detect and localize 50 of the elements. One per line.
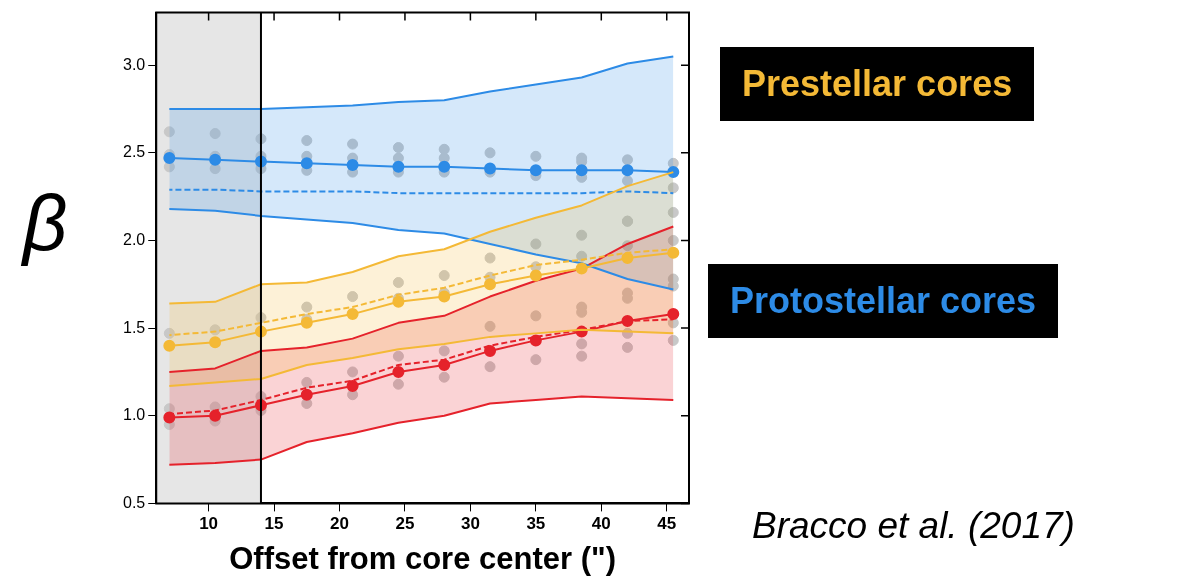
y-tick-label: 1.5 xyxy=(122,318,146,336)
point xyxy=(392,295,405,308)
text: Protostellar cores xyxy=(708,264,1059,338)
point xyxy=(575,164,588,177)
x-tick-label: 30 xyxy=(460,514,480,534)
point xyxy=(667,308,680,321)
x-tick-label: 25 xyxy=(395,514,415,534)
x-tick-label: 20 xyxy=(330,514,349,534)
point xyxy=(163,339,176,352)
y-axis-title: β xyxy=(20,178,68,267)
point xyxy=(209,336,222,349)
point xyxy=(346,159,359,172)
x-tick-label: 40 xyxy=(591,514,611,534)
point xyxy=(163,152,176,165)
point xyxy=(438,160,451,173)
point xyxy=(438,358,451,371)
y-tick-label: 3.0 xyxy=(122,55,146,73)
point xyxy=(346,308,359,321)
point xyxy=(529,334,542,347)
point xyxy=(392,160,405,173)
x-tick-label: 15 xyxy=(264,514,284,534)
point xyxy=(163,411,176,424)
x-axis-title: Offset from core center (") xyxy=(229,540,617,576)
point xyxy=(392,365,405,378)
y-tick-label: 2.5 xyxy=(122,143,146,161)
text: Prestellar cores xyxy=(720,47,1035,121)
point xyxy=(438,290,451,303)
text: Bracco et al. (2017) xyxy=(752,505,1075,547)
point xyxy=(209,409,222,422)
point xyxy=(621,164,634,177)
point xyxy=(484,278,497,291)
y-tick-label: 0.5 xyxy=(122,493,146,511)
x-tick-label: 35 xyxy=(526,514,546,534)
point xyxy=(300,157,313,170)
y-tick-label: 1.0 xyxy=(122,406,146,424)
point xyxy=(667,246,680,259)
point xyxy=(529,164,542,177)
point xyxy=(621,315,634,328)
point xyxy=(300,316,313,329)
y-tick-label: 2.0 xyxy=(122,230,146,248)
x-tick-label: 45 xyxy=(657,514,677,534)
point xyxy=(529,269,542,282)
point xyxy=(484,162,497,175)
x-tick-label: 10 xyxy=(199,514,219,534)
point xyxy=(484,344,497,357)
point xyxy=(300,388,313,401)
point xyxy=(346,379,359,392)
point xyxy=(621,252,634,264)
point xyxy=(209,153,222,166)
point xyxy=(575,262,588,275)
